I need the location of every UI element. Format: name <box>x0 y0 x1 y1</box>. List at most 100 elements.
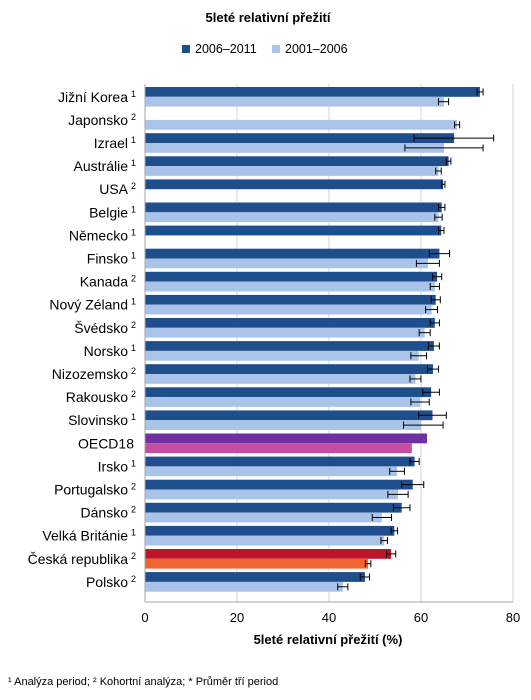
bar-2006-2011 <box>145 248 440 259</box>
bar-2001-2006 <box>145 212 439 223</box>
category-label: Austrálie <box>74 158 129 174</box>
bar-2001-2006 <box>145 535 385 546</box>
category-footnote-mark: 1 <box>131 227 136 237</box>
x-axis-ticks: 0 20 40 60 80 <box>141 610 520 625</box>
bar-2006-2011 <box>145 341 434 351</box>
bar-2006-2011 <box>145 572 365 582</box>
bar-2006-2011 <box>145 525 395 536</box>
x-axis-title: 5leté relativní přežití (%) <box>254 632 403 647</box>
category-footnote-mark: 1 <box>131 297 136 307</box>
bar-2006-2011 <box>145 387 432 398</box>
category-footnote-mark: 2 <box>131 389 136 399</box>
bar-2006-2011 <box>145 202 442 213</box>
category-footnote-mark: 2 <box>131 112 136 122</box>
bar-2001-2006 <box>145 466 398 477</box>
x-tick-label: 20 <box>230 610 244 625</box>
bar-2006-2011 <box>145 502 402 513</box>
category-footnote-mark: 1 <box>131 251 136 261</box>
category-label: Belgie <box>89 204 128 220</box>
bar-2006-2011 <box>145 433 427 444</box>
legend-swatch-2 <box>272 45 280 53</box>
chart-legend: 2006–2011 2001–2006 <box>182 42 348 56</box>
category-label: Nový Zéland <box>49 297 128 313</box>
category-footnote-mark: 2 <box>131 482 136 492</box>
bar-2006-2011 <box>145 294 436 305</box>
bar-2001-2006 <box>145 166 439 176</box>
legend-label-2: 2001–2006 <box>285 42 348 56</box>
category-footnote-mark: 1 <box>131 158 136 168</box>
category-footnote-mark: 1 <box>131 458 136 468</box>
category-footnote-mark: 1 <box>131 412 136 422</box>
bar-2001-2006 <box>145 443 412 454</box>
bar-2006-2011 <box>145 479 413 490</box>
category-footnote-mark: 2 <box>131 181 136 191</box>
category-label: USA <box>99 181 128 197</box>
bar-2001-2006 <box>145 374 416 384</box>
category-footnote-mark: 2 <box>131 574 136 584</box>
category-label: Japonsko <box>68 112 128 128</box>
category-footnote-mark: 1 <box>131 528 136 538</box>
bar-2001-2006 <box>145 489 398 500</box>
category-label: Německo <box>69 227 128 243</box>
bar-2006-2011 <box>145 133 455 143</box>
category-label: Izrael <box>94 135 128 151</box>
category-label: OECD18 <box>78 435 134 451</box>
error-bars <box>337 88 495 591</box>
bar-2006-2011 <box>145 225 442 236</box>
bar-2001-2006 <box>145 304 432 315</box>
category-label: Dánsko <box>81 505 129 521</box>
category-footnote-mark: 1 <box>131 135 136 145</box>
bar-2006-2011 <box>145 410 433 421</box>
bar-2006-2011 <box>145 87 480 97</box>
bar-2006-2011 <box>145 179 444 190</box>
bars <box>145 87 480 592</box>
category-footnote-mark: 2 <box>131 274 136 284</box>
bar-2006-2011 <box>145 456 415 467</box>
bar-2001-2006 <box>145 558 369 569</box>
footnote: ¹ Analýza period; ² Kohortní analýza; * … <box>8 676 279 688</box>
bar-2001-2006 <box>145 420 421 430</box>
bar-2001-2006 <box>145 327 425 338</box>
bar-2001-2006 <box>145 581 343 592</box>
category-label: Polsko <box>86 574 128 590</box>
bar-2006-2011 <box>145 271 438 282</box>
category-footnote-mark: 1 <box>131 89 136 99</box>
category-footnote-mark: 2 <box>131 505 136 515</box>
category-label: Norsko <box>84 343 129 359</box>
legend-label-1: 2006–2011 <box>195 42 257 56</box>
chart-title: 5leté relativní přežití <box>206 10 331 25</box>
bar-2006-2011 <box>145 364 433 374</box>
category-label: Jižní Korea <box>58 89 128 105</box>
bar-2001-2006 <box>145 119 457 130</box>
bar-2006-2011 <box>145 318 435 328</box>
bar-2001-2006 <box>145 96 444 107</box>
x-tick-label: 80 <box>506 610 520 625</box>
category-footnote-mark: 1 <box>131 204 136 214</box>
x-tick-label: 60 <box>414 610 428 625</box>
category-label: Česká republika <box>28 551 129 567</box>
bar-2006-2011 <box>145 549 392 559</box>
category-label: Portugalsko <box>54 482 128 498</box>
x-tick-label: 0 <box>141 610 148 625</box>
category-label: Švédsko <box>74 320 128 336</box>
bar-2001-2006 <box>145 281 435 292</box>
category-footnote-mark: 2 <box>131 366 136 376</box>
category-label: Rakousko <box>66 389 128 405</box>
category-footnote-mark: 1 <box>131 343 136 353</box>
bar-2001-2006 <box>145 397 421 407</box>
category-footnote-mark: 2 <box>131 320 136 330</box>
bar-2001-2006 <box>145 512 382 523</box>
bar-2001-2006 <box>145 143 444 153</box>
bar-2001-2006 <box>145 258 428 269</box>
category-label: Finsko <box>87 251 128 267</box>
legend-swatch-1 <box>182 45 190 53</box>
x-tick-label: 40 <box>322 610 336 625</box>
category-footnote-mark: 2 <box>131 551 136 561</box>
category-label: Kanada <box>80 274 128 290</box>
category-label: Slovinsko <box>68 412 128 428</box>
bar-2001-2006 <box>145 350 419 361</box>
bar-2006-2011 <box>145 156 449 167</box>
category-label: Irsko <box>98 458 129 474</box>
category-label: Nizozemsko <box>52 366 128 382</box>
